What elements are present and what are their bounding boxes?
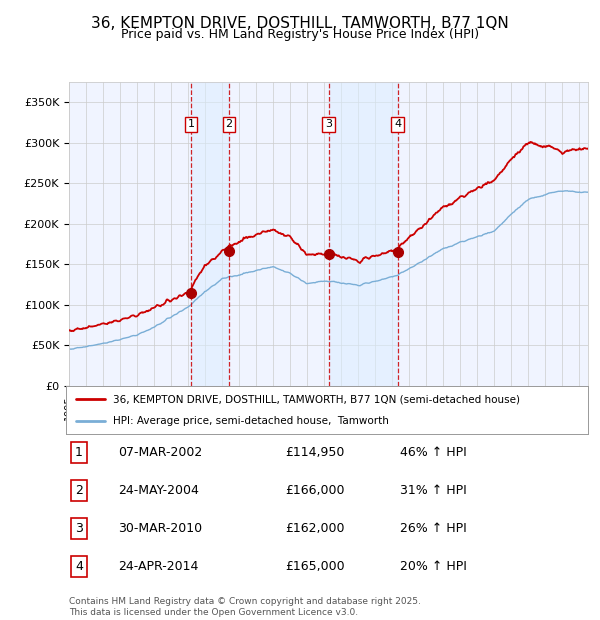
Text: £162,000: £162,000 xyxy=(285,523,345,536)
Text: 36, KEMPTON DRIVE, DOSTHILL, TAMWORTH, B77 1QN (semi-detached house): 36, KEMPTON DRIVE, DOSTHILL, TAMWORTH, B… xyxy=(113,394,520,404)
Text: 46% ↑ HPI: 46% ↑ HPI xyxy=(400,446,467,459)
Text: 36, KEMPTON DRIVE, DOSTHILL, TAMWORTH, B77 1QN: 36, KEMPTON DRIVE, DOSTHILL, TAMWORTH, B… xyxy=(91,16,509,30)
Text: Contains HM Land Registry data © Crown copyright and database right 2025.
This d: Contains HM Land Registry data © Crown c… xyxy=(69,598,421,617)
Bar xyxy=(191,82,229,386)
Text: 3: 3 xyxy=(75,523,83,536)
Text: 4: 4 xyxy=(75,560,83,574)
Text: 24-MAY-2004: 24-MAY-2004 xyxy=(118,484,199,497)
Text: 24-APR-2014: 24-APR-2014 xyxy=(118,560,199,574)
Text: 20% ↑ HPI: 20% ↑ HPI xyxy=(400,560,467,574)
Text: £165,000: £165,000 xyxy=(285,560,345,574)
Text: 30-MAR-2010: 30-MAR-2010 xyxy=(118,523,202,536)
Text: 2: 2 xyxy=(226,120,233,130)
Text: Price paid vs. HM Land Registry's House Price Index (HPI): Price paid vs. HM Land Registry's House … xyxy=(121,28,479,41)
Text: £114,950: £114,950 xyxy=(285,446,344,459)
Text: 1: 1 xyxy=(75,446,83,459)
Text: 3: 3 xyxy=(325,120,332,130)
Text: 1: 1 xyxy=(188,120,194,130)
Text: HPI: Average price, semi-detached house,  Tamworth: HPI: Average price, semi-detached house,… xyxy=(113,417,389,427)
Text: 07-MAR-2002: 07-MAR-2002 xyxy=(118,446,202,459)
Bar xyxy=(329,82,398,386)
Text: 26% ↑ HPI: 26% ↑ HPI xyxy=(400,523,467,536)
Text: 31% ↑ HPI: 31% ↑ HPI xyxy=(400,484,467,497)
Text: 4: 4 xyxy=(394,120,401,130)
Text: 2: 2 xyxy=(75,484,83,497)
Text: £166,000: £166,000 xyxy=(285,484,345,497)
